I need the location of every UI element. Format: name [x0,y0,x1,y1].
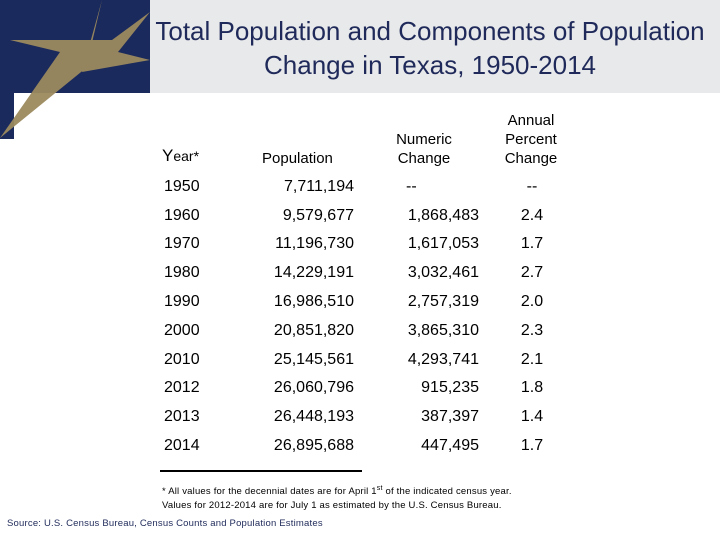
cell-annual-percent-change: 1.8 [520,379,544,396]
footnote-text-end: of the indicated census year. [382,486,512,497]
cell-numeric-change: 387,397 [421,408,479,425]
table-row: 2014 26,895,688 447,495 1.7 [0,434,720,458]
footnote-text: * All values for the decennial dates are… [162,486,377,497]
footnote-line-2: Values for 2012-2014 are for July 1 as e… [162,500,502,511]
cell-year: 1990 [164,293,200,310]
cell-year: 1960 [164,207,200,224]
header-percent-line3: Change [504,150,558,167]
cell-year: 2000 [164,322,200,339]
cell-year: 1970 [164,235,200,252]
footnote-superscript: st [376,484,383,492]
cell-year: 2010 [164,351,200,368]
table-row: 1990 16,986,510 2,757,319 2.0 [0,290,720,314]
table-row: 1970 11,196,730 1,617,053 1.7 [0,232,720,256]
cell-numeric-change: 4,293,741 [407,351,479,368]
footnote-line-1: * All values for the decennial dates are… [162,485,612,499]
header-population: Population [262,150,333,167]
cell-population: 26,448,193 [273,408,354,425]
cell-annual-percent-change: -- [526,178,538,195]
header-numeric-line2: Change [397,150,451,167]
table-row: 1950 7,711,194 -- -- [0,175,720,199]
cell-year: 2014 [164,437,200,454]
cell-numeric-change: 915,235 [421,379,479,396]
header-numeric-change: Numeric Change [378,130,470,168]
table-row: 1960 9,579,677 1,868,483 2.4 [0,204,720,228]
cell-year: 1950 [164,178,200,195]
table-row: 2010 25,145,561 4,293,741 2.1 [0,348,720,372]
page-title: Total Population and Components of Popul… [140,14,720,82]
cell-population: 14,229,191 [273,264,354,281]
cell-population: 20,851,820 [273,322,354,339]
cell-annual-percent-change: 2.0 [520,293,544,310]
source-citation: Source: U.S. Census Bureau, Census Count… [7,518,323,529]
cell-population: 16,986,510 [273,293,354,310]
header-percent-line1: Annual [507,112,555,129]
header-numeric-line1: Numeric [396,131,452,148]
cell-year: 2013 [164,408,200,425]
cell-numeric-change: 1,617,053 [407,235,479,252]
cell-population: 25,145,561 [273,351,354,368]
cell-numeric-change: -- [406,178,417,195]
cell-annual-percent-change: 2.1 [520,351,544,368]
cell-population: 11,196,730 [275,235,354,252]
header-year-initial: Y [162,146,174,165]
title-line-2: Change in Texas, 1950-2014 [264,50,596,80]
table-row: 2012 26,060,796 915,235 1.8 [0,376,720,400]
star-icon [0,0,150,138]
cell-numeric-change: 447,495 [421,437,479,454]
table-bottom-rule [160,470,362,472]
cell-annual-percent-change: 1.4 [520,408,544,425]
cell-numeric-change: 2,757,319 [407,293,479,310]
cell-population: 9,579,677 [282,207,354,224]
header-annual-percent-change: Annual Percent Change [490,111,572,168]
cell-population: 26,060,796 [273,379,354,396]
header-percent-line2: Percent [505,131,557,148]
cell-year: 2012 [164,379,200,396]
cell-numeric-change: 1,868,483 [407,207,479,224]
cell-annual-percent-change: 2.7 [520,264,544,281]
header-year: Year* [162,146,199,166]
title-line-1: Total Population and Components of Popul… [155,16,705,46]
cell-annual-percent-change: 1.7 [520,437,544,454]
cell-population: 26,895,688 [273,437,354,454]
cell-numeric-change: 3,032,461 [407,264,479,281]
cell-annual-percent-change: 2.3 [520,322,544,339]
cell-annual-percent-change: 2.4 [520,207,544,224]
header-year-rest: ear* [173,148,200,164]
cell-annual-percent-change: 1.7 [520,235,544,252]
table-row: 1980 14,229,191 3,032,461 2.7 [0,261,720,285]
cell-year: 1980 [164,264,200,281]
table-row: 2013 26,448,193 387,397 1.4 [0,405,720,429]
cell-population: 7,711,194 [284,178,354,195]
footnote: * All values for the decennial dates are… [162,485,612,513]
table-row: 2000 20,851,820 3,865,310 2.3 [0,319,720,343]
cell-numeric-change: 3,865,310 [407,322,479,339]
